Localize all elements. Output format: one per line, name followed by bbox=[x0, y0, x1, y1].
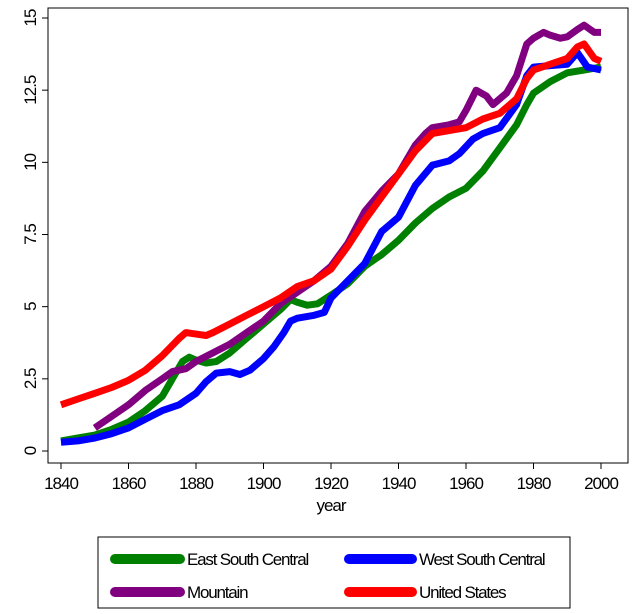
y-tick-label: 5 bbox=[21, 302, 40, 311]
legend-label-mountain: Mountain bbox=[187, 583, 248, 602]
x-tick-label: 1920 bbox=[314, 474, 348, 493]
series-line-east-south-central bbox=[60, 63, 602, 445]
y-tick-label: 15 bbox=[21, 9, 40, 26]
legend-label-east-south-central: East South Central bbox=[187, 550, 309, 569]
x-tick-label: 1880 bbox=[179, 474, 213, 493]
x-tick-label: 1940 bbox=[382, 474, 416, 493]
legend: East South Central West South Central Moun… bbox=[97, 536, 571, 609]
series-line-united-states bbox=[59, 40, 603, 409]
legend-label-west-south-central: West South Central bbox=[419, 550, 545, 569]
x-axis: 1840 1860 1880 1900 1920 1940 1960 1980 2000 bbox=[44, 463, 619, 493]
y-axis: 0 2.5 5 7.5 10 12.5 15 bbox=[21, 9, 48, 455]
x-tick-label: 1960 bbox=[449, 474, 483, 493]
y-tick-label: 12.5 bbox=[21, 75, 40, 105]
x-tick-label: 1900 bbox=[247, 474, 281, 493]
y-tick-label: 2.5 bbox=[21, 368, 40, 389]
x-axis-title: year bbox=[316, 496, 346, 515]
x-tick-label: 1860 bbox=[112, 474, 146, 493]
y-tick-label: 10 bbox=[21, 153, 40, 170]
series-line-mountain bbox=[92, 21, 601, 431]
y-tick-label: 0 bbox=[21, 446, 40, 455]
legend-label-united-states: United States bbox=[419, 583, 506, 602]
x-tick-label: 1840 bbox=[44, 474, 78, 493]
x-tick-label: 2000 bbox=[584, 474, 618, 493]
series-layer bbox=[59, 21, 603, 446]
x-tick-label: 1980 bbox=[517, 474, 551, 493]
y-tick-label: 7.5 bbox=[21, 224, 40, 245]
